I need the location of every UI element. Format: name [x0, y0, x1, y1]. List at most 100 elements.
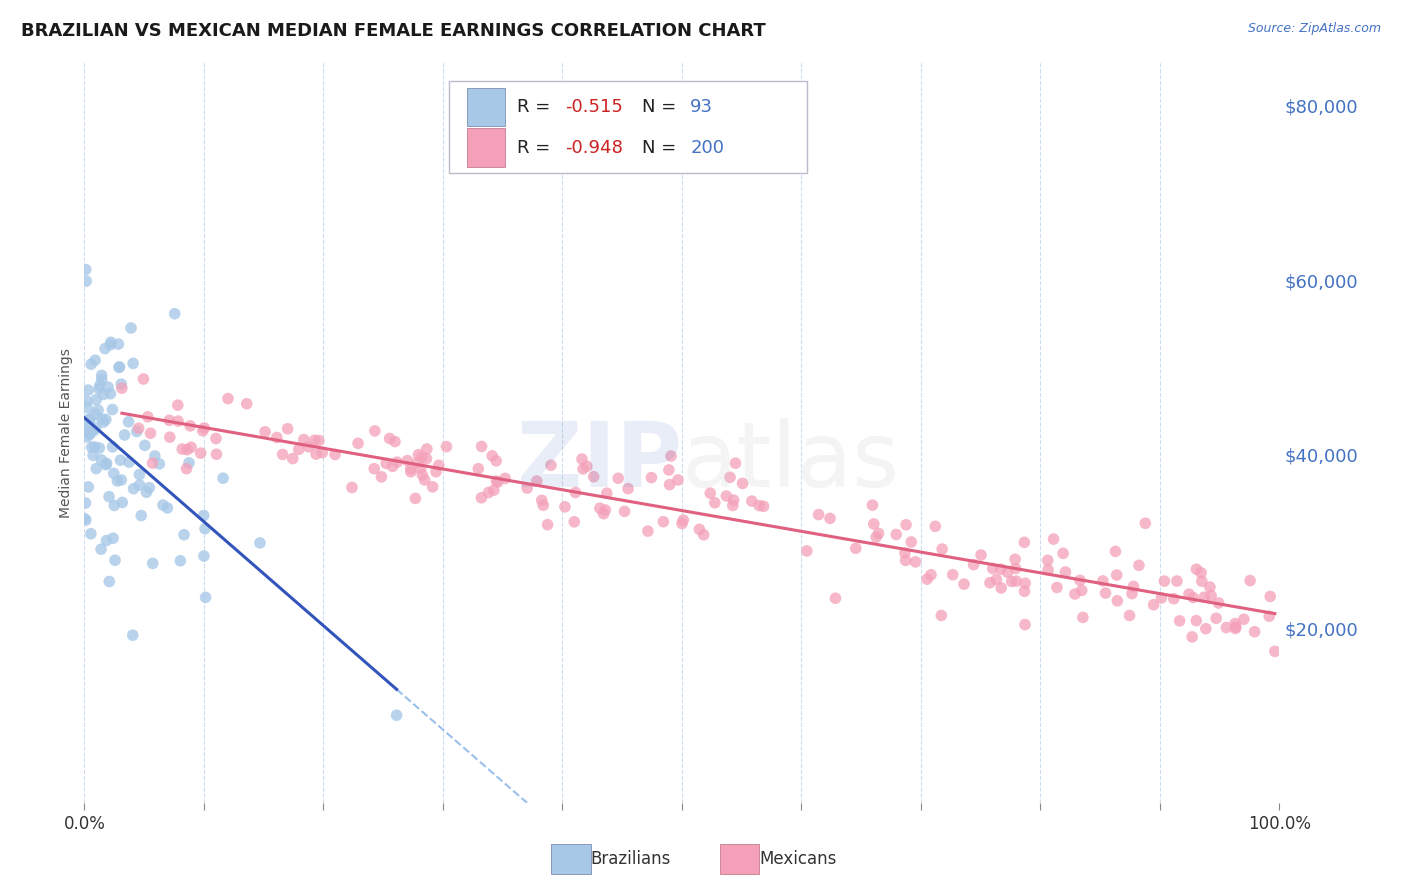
Point: [304, 434, 326, 448]
Point: [157, 413, 180, 427]
Point: [564, 485, 586, 500]
Point: [617, 482, 640, 496]
Point: [862, 498, 884, 512]
Point: [1233, 612, 1256, 626]
Point: [1258, 590, 1281, 604]
Point: [942, 567, 965, 582]
Point: [1150, 591, 1173, 605]
Point: [1004, 552, 1026, 566]
Point: [340, 480, 363, 494]
Point: [292, 433, 315, 447]
Point: [997, 566, 1019, 580]
Point: [1105, 568, 1128, 582]
Point: [1195, 622, 1218, 636]
Point: [415, 451, 437, 466]
Point: [77, 383, 100, 397]
Point: [1153, 574, 1175, 588]
Point: [121, 628, 143, 642]
Text: R =: R =: [517, 98, 555, 116]
Point: [370, 470, 392, 484]
Point: [658, 463, 681, 477]
Point: [531, 498, 554, 512]
Point: [981, 561, 1004, 575]
Point: [409, 461, 432, 475]
Point: [100, 337, 122, 351]
Point: [592, 507, 614, 521]
FancyBboxPatch shape: [467, 87, 505, 126]
Point: [193, 421, 215, 435]
Point: [83, 424, 105, 438]
Point: [98, 490, 121, 504]
Point: [1163, 591, 1185, 606]
Point: [1005, 574, 1028, 588]
Point: [143, 449, 166, 463]
Point: [1205, 611, 1227, 625]
Point: [990, 581, 1012, 595]
Point: [1122, 579, 1144, 593]
Point: [94, 412, 117, 426]
Point: [142, 557, 165, 571]
Point: [108, 360, 131, 375]
Point: [1118, 608, 1140, 623]
Point: [212, 471, 235, 485]
Point: [924, 519, 946, 533]
Point: [427, 458, 450, 473]
Point: [731, 476, 754, 491]
Point: [1064, 587, 1087, 601]
Point: [1135, 516, 1157, 531]
Point: [530, 493, 553, 508]
Point: [125, 425, 148, 439]
Point: [76, 430, 98, 444]
Point: [1069, 574, 1091, 588]
Point: [607, 471, 630, 485]
Point: [1166, 574, 1188, 588]
Point: [73, 423, 96, 437]
Point: [818, 511, 841, 525]
Point: [1104, 544, 1126, 558]
Point: [84, 421, 107, 435]
Point: [929, 608, 952, 623]
Point: [156, 500, 179, 515]
Point: [718, 470, 741, 484]
Point: [1014, 584, 1036, 599]
Point: [194, 591, 217, 605]
Point: [752, 500, 775, 514]
Point: [176, 442, 198, 457]
Point: [688, 522, 710, 536]
Point: [986, 573, 1008, 587]
Point: [1142, 598, 1164, 612]
Point: [672, 513, 695, 527]
Point: [862, 516, 884, 531]
Point: [477, 485, 499, 500]
Point: [1000, 574, 1022, 589]
Point: [868, 526, 890, 541]
Point: [77, 412, 100, 426]
Point: [640, 470, 662, 484]
Point: [132, 372, 155, 386]
Point: [1168, 614, 1191, 628]
Point: [205, 447, 228, 461]
Point: [89, 378, 111, 392]
Point: [536, 517, 558, 532]
Point: [613, 504, 636, 518]
Point: [101, 440, 124, 454]
Point: [703, 496, 725, 510]
Point: [721, 499, 744, 513]
Point: [671, 516, 693, 531]
Point: [526, 474, 548, 488]
Point: [884, 527, 907, 541]
Point: [90, 372, 112, 386]
Point: [1215, 621, 1237, 635]
Point: [962, 558, 984, 572]
Point: [122, 356, 145, 370]
Point: [217, 392, 239, 406]
Point: [375, 456, 398, 470]
Point: [1191, 574, 1213, 589]
Point: [396, 453, 419, 467]
Point: [470, 491, 492, 505]
Point: [83, 440, 105, 454]
Point: [305, 447, 328, 461]
Point: [347, 436, 370, 450]
Point: [1264, 644, 1286, 658]
Point: [436, 440, 458, 454]
